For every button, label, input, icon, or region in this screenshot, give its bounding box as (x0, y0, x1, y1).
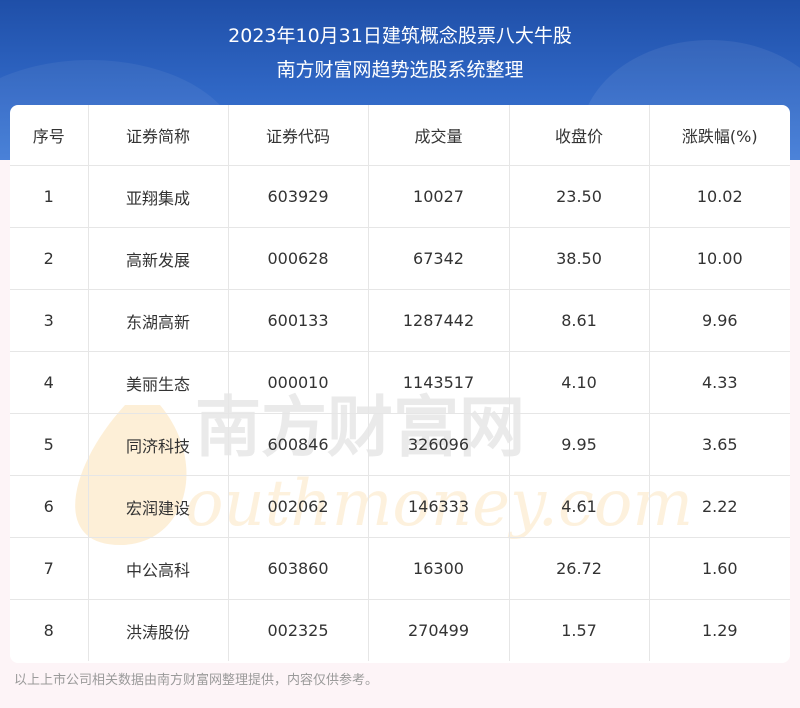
table-header-row: 序号 证券简称 证券代码 成交量 收盘价 涨跌幅(%) (10, 105, 790, 166)
table-cell: 2.22 (649, 475, 790, 538)
table-row: 7 中公高科 603860 16300 26.72 1.60 (10, 537, 790, 600)
table-cell: 宏润建设 (88, 475, 229, 538)
column-header: 证券代码 (228, 105, 369, 166)
table-cell: 9.96 (649, 289, 790, 352)
table-cell: 4.10 (509, 351, 650, 414)
column-header: 序号 (10, 105, 89, 166)
table-cell: 4 (10, 351, 89, 414)
table-row: 6 宏润建设 002062 146333 4.61 2.22 (10, 475, 790, 538)
table-cell: 7 (10, 537, 89, 600)
column-header: 涨跌幅(%) (649, 105, 790, 166)
table-cell: 4.33 (649, 351, 790, 414)
table-cell: 1.60 (649, 537, 790, 600)
column-header: 收盘价 (509, 105, 650, 166)
table-cell: 1143517 (368, 351, 510, 414)
table-cell: 10.02 (649, 165, 790, 228)
table-cell: 002062 (228, 475, 369, 538)
table-cell: 146333 (368, 475, 510, 538)
table-row: 4 美丽生态 000010 1143517 4.10 4.33 (10, 351, 790, 414)
table-cell: 603860 (228, 537, 369, 600)
table-cell: 270499 (368, 599, 510, 661)
footer-disclaimer: 以上上市公司相关数据由南方财富网整理提供，内容仅供参考。 (14, 673, 379, 688)
table-cell: 中公高科 (88, 537, 229, 600)
column-header: 证券简称 (88, 105, 229, 166)
table-cell: 10.00 (649, 227, 790, 290)
table-cell: 3.65 (649, 413, 790, 476)
table-cell: 1.57 (509, 599, 650, 661)
table-cell: 600133 (228, 289, 369, 352)
table-cell: 10027 (368, 165, 510, 228)
table-cell: 6 (10, 475, 89, 538)
table-cell: 000010 (228, 351, 369, 414)
table-body: 1 亚翔集成 603929 10027 23.50 10.02 2 高新发展 000628 673… (10, 165, 790, 661)
table-row: 5 同济科技 600846 326096 9.95 3.65 (10, 413, 790, 476)
table-cell: 亚翔集成 (88, 165, 229, 228)
table-cell: 67342 (368, 227, 510, 290)
table-cell: 高新发展 (88, 227, 229, 290)
table-row: 1 亚翔集成 603929 10027 23.50 10.02 (10, 165, 790, 228)
table-cell: 4.61 (509, 475, 650, 538)
table-cell: 002325 (228, 599, 369, 661)
table-row: 3 东湖高新 600133 1287442 8.61 9.96 (10, 289, 790, 352)
table-cell: 8.61 (509, 289, 650, 352)
page-title: 2023年10月31日建筑概念股票八大牛股 (228, 25, 572, 47)
table-cell: 1 (10, 165, 89, 228)
table-card: 南方财富网 outhmoney.com 序号 证券简称 证券代码 成交量 收盘价 涨跌幅(… (10, 105, 790, 663)
table-cell: 2 (10, 227, 89, 290)
table-cell: 1287442 (368, 289, 510, 352)
table-cell: 000628 (228, 227, 369, 290)
table-cell: 1.29 (701, 621, 738, 640)
stock-table: 序号 证券简称 证券代码 成交量 收盘价 涨跌幅(%) 1 亚翔集成 603929 10027 2… (10, 105, 790, 661)
table-row: 2 高新发展 000628 67342 38.50 10.00 (10, 227, 790, 290)
table-cell: 9.95 (509, 413, 650, 476)
table-cell: 洪涛股份 (88, 599, 229, 661)
table-cell: 603929 (228, 165, 369, 228)
table-cell: 8 (10, 599, 89, 661)
table-cell: 美丽生态 (88, 351, 229, 414)
table-cell: 326096 (368, 413, 510, 476)
table-cell: 26.72 (509, 537, 650, 600)
page-subtitle: 南方财富网趋势选股系统整理 (276, 59, 524, 81)
table-row: 8 洪涛股份 002325 270499 1.57 1.29 (10, 599, 790, 661)
table-cell: 同济科技 (88, 413, 229, 476)
table-cell: 38.50 (509, 227, 650, 290)
table-cell: 5 (10, 413, 89, 476)
table-cell: 3 (10, 289, 89, 352)
column-header: 成交量 (368, 105, 510, 166)
table-cell: 23.50 (509, 165, 650, 228)
table-cell: 16300 (368, 537, 510, 600)
table-cell: 东湖高新 (88, 289, 229, 352)
table-cell: 600846 (228, 413, 369, 476)
